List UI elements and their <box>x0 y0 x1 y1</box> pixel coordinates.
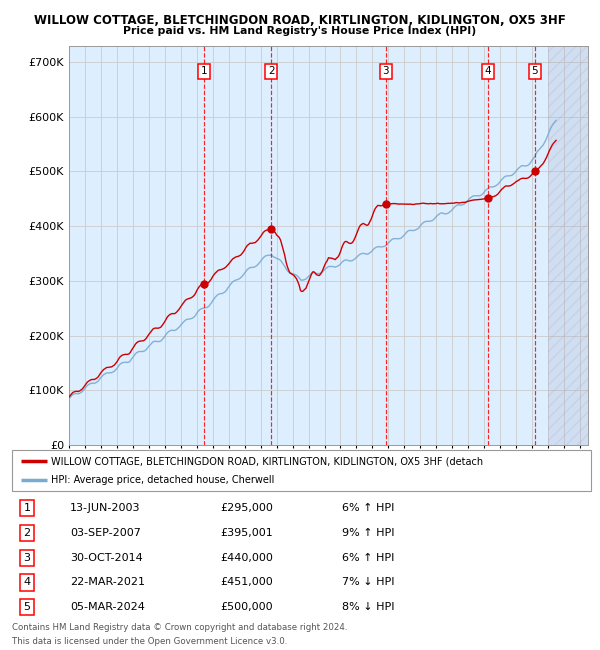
Text: £451,000: £451,000 <box>220 577 273 588</box>
Text: WILLOW COTTAGE, BLETCHINGDON ROAD, KIRTLINGTON, KIDLINGTON, OX5 3HF (detach: WILLOW COTTAGE, BLETCHINGDON ROAD, KIRTL… <box>52 456 484 466</box>
Text: 30-OCT-2014: 30-OCT-2014 <box>70 552 143 563</box>
Text: 7% ↓ HPI: 7% ↓ HPI <box>342 577 395 588</box>
Text: HPI: Average price, detached house, Cherwell: HPI: Average price, detached house, Cher… <box>52 475 275 485</box>
Text: Contains HM Land Registry data © Crown copyright and database right 2024.: Contains HM Land Registry data © Crown c… <box>12 623 347 632</box>
Text: £395,001: £395,001 <box>220 528 273 538</box>
Text: 9% ↑ HPI: 9% ↑ HPI <box>342 528 395 538</box>
Text: This data is licensed under the Open Government Licence v3.0.: This data is licensed under the Open Gov… <box>12 637 287 646</box>
Text: 05-MAR-2024: 05-MAR-2024 <box>70 602 145 612</box>
Text: 13-JUN-2003: 13-JUN-2003 <box>70 503 140 514</box>
Text: £500,000: £500,000 <box>220 602 273 612</box>
Text: WILLOW COTTAGE, BLETCHINGDON ROAD, KIRTLINGTON, KIDLINGTON, OX5 3HF: WILLOW COTTAGE, BLETCHINGDON ROAD, KIRTL… <box>34 14 566 27</box>
Text: 3: 3 <box>23 552 31 563</box>
Text: 03-SEP-2007: 03-SEP-2007 <box>70 528 141 538</box>
Text: 2: 2 <box>23 528 31 538</box>
Text: 3: 3 <box>382 66 389 77</box>
Bar <box>548 46 588 445</box>
Text: 6% ↑ HPI: 6% ↑ HPI <box>342 503 394 514</box>
Text: Price paid vs. HM Land Registry's House Price Index (HPI): Price paid vs. HM Land Registry's House … <box>124 26 476 36</box>
Text: £440,000: £440,000 <box>220 552 274 563</box>
FancyBboxPatch shape <box>12 450 591 491</box>
Text: 2: 2 <box>268 66 275 77</box>
Text: 4: 4 <box>23 577 31 588</box>
Text: 1: 1 <box>23 503 31 514</box>
Text: 6% ↑ HPI: 6% ↑ HPI <box>342 552 394 563</box>
Text: 5: 5 <box>23 602 31 612</box>
Text: 4: 4 <box>484 66 491 77</box>
Text: 1: 1 <box>200 66 207 77</box>
Text: 5: 5 <box>532 66 538 77</box>
Text: £295,000: £295,000 <box>220 503 274 514</box>
Text: 22-MAR-2021: 22-MAR-2021 <box>70 577 145 588</box>
Text: 8% ↓ HPI: 8% ↓ HPI <box>342 602 395 612</box>
